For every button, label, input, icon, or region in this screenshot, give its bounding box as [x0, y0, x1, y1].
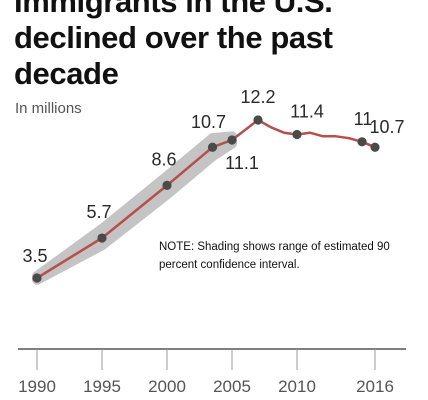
data-label-2016: 10.7 [369, 117, 404, 137]
data-point-2015 [357, 137, 367, 147]
data-point-2016 [370, 142, 380, 152]
data-point-2007 [253, 115, 263, 125]
data-point-2003-5 [207, 142, 218, 152]
data-point-2010 [292, 129, 302, 140]
chart-subtitle: In millions [15, 100, 82, 117]
data-label-2000: 8.6 [151, 149, 176, 169]
x-tick-label-1990: 1990 [18, 377, 56, 396]
data-label-1990: 3.5 [22, 246, 47, 266]
series-line-layer [36, 118, 376, 280]
x-tick-label-2016: 2016 [356, 377, 394, 396]
data-point-1990 [32, 273, 42, 283]
data-point-2005 [227, 135, 237, 145]
data-label-2010: 11.4 [290, 102, 324, 122]
x-tick-label-1995: 1995 [83, 377, 121, 396]
x-axis: 1990 1995 2000 2005 2010 2016 [18, 348, 406, 396]
note-line-1: NOTE: Shading shows range of estimated 9… [159, 241, 390, 253]
data-label-1995: 5.7 [86, 202, 111, 222]
x-tick-label-2000: 2000 [148, 377, 186, 396]
data-points-layer [32, 115, 380, 283]
chart-title: Immigrants in the U.S. declined over the… [14, 0, 333, 91]
data-point-1995 [97, 233, 107, 243]
data-point-2000 [162, 180, 172, 190]
data-label-2015: 11 [354, 109, 373, 129]
data-label-2003-5: 10.7 [191, 112, 226, 132]
series-line [36, 118, 376, 280]
x-tick-label-2005: 2005 [213, 377, 251, 396]
data-label-2007: 12.2 [240, 87, 275, 107]
x-tick-label-2010: 2010 [278, 377, 316, 396]
note-line-2: percent confidence interval. [159, 259, 300, 271]
data-label-2005: 11.1 [225, 153, 259, 173]
